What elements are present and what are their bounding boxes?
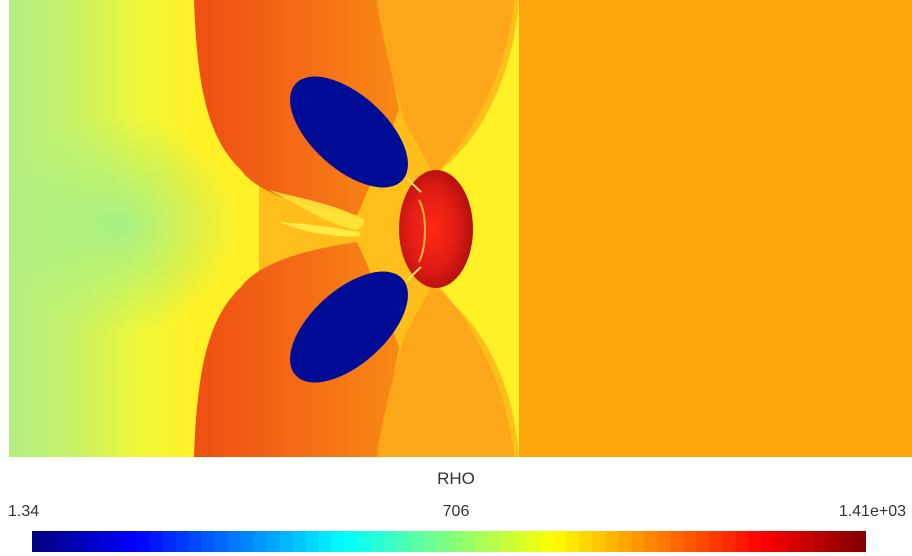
colorbar-swatch — [162, 531, 176, 552]
colorbar-swatch — [422, 531, 437, 552]
colorbar-swatch — [240, 531, 255, 552]
colorbar-swatch — [462, 531, 476, 552]
colorbar-swatch — [110, 531, 124, 552]
colorbar-swatch — [318, 531, 333, 552]
colorbar-swatch — [683, 531, 698, 552]
colorbar-swatch — [71, 531, 85, 552]
colorbar-swatch — [449, 531, 463, 552]
colorbar-swatch — [501, 531, 515, 552]
colorbar-swatch — [826, 531, 841, 552]
colorbar-swatch — [357, 531, 372, 552]
colorbar-swatch — [852, 531, 866, 552]
colorbar-swatch — [253, 531, 268, 552]
colorbar-swatch — [292, 531, 307, 552]
colorbar — [32, 531, 866, 552]
colorbar-swatch — [149, 531, 163, 552]
jet-tip — [269, 190, 365, 230]
colorbar-swatch — [709, 531, 724, 552]
colorbar-swatch — [396, 531, 411, 552]
colorbar-min-label: 1.34 — [8, 503, 40, 520]
colorbar-swatch — [631, 531, 646, 552]
colorbar-swatch — [748, 531, 763, 552]
colorbar-swatch — [800, 531, 815, 552]
colorbar-swatch — [227, 531, 242, 552]
lower-droplet-lobe — [290, 271, 408, 383]
colorbar-swatch — [266, 531, 281, 552]
colorbar-swatch — [370, 531, 385, 552]
colorbar-swatch — [201, 531, 216, 552]
colorbar-swatch — [32, 531, 46, 552]
colorbar-swatch — [123, 531, 137, 552]
colorbar-swatch — [774, 531, 789, 552]
colorbar-swatch — [383, 531, 398, 552]
colorbar-swatch — [540, 531, 554, 552]
colorbar-swatch — [553, 531, 567, 552]
colorbar-swatch — [722, 531, 737, 552]
colorbar-swatch — [566, 531, 580, 552]
colorbar-swatch — [644, 531, 659, 552]
colorbar-swatch — [839, 531, 854, 552]
colorbar-swatch — [435, 531, 450, 552]
density-field-plot — [9, 0, 912, 457]
colorbar-swatch — [475, 531, 489, 552]
colorbar-swatch — [136, 531, 150, 552]
colorbar-swatch — [592, 531, 606, 552]
colorbar-swatch — [188, 531, 203, 552]
colorbar-swatch — [514, 531, 528, 552]
colorbar-swatch — [305, 531, 320, 552]
colorbar-swatch — [579, 531, 593, 552]
colorbar-swatch — [45, 531, 59, 552]
colorbar-swatch — [735, 531, 750, 552]
colorbar-swatch — [409, 531, 424, 552]
droplet-core — [399, 170, 473, 288]
colorbar-swatch — [605, 531, 620, 552]
colorbar-swatch — [618, 531, 633, 552]
colorbar-swatch — [58, 531, 72, 552]
colorbar-swatch — [761, 531, 776, 552]
colorbar-swatch — [488, 531, 502, 552]
colorbar-swatch — [84, 531, 98, 552]
colorbar-swatch — [175, 531, 189, 552]
colorbar-swatch — [657, 531, 672, 552]
colorbar-swatch — [97, 531, 111, 552]
colorbar-mid-label: 706 — [442, 503, 470, 520]
upper-droplet-lobe — [290, 76, 408, 188]
colorbar-swatch — [344, 531, 359, 552]
colorbar-swatch — [214, 531, 229, 552]
colorbar-max-label: 1.41e+03 — [838, 503, 906, 520]
colorbar-swatch — [527, 531, 541, 552]
colorbar-title: RHO — [437, 469, 475, 488]
colorbar-swatch — [279, 531, 294, 552]
colorbar-swatch — [787, 531, 802, 552]
colorbar-swatch — [696, 531, 711, 552]
colorbar-swatch — [331, 531, 346, 552]
colorbar-swatch — [670, 531, 685, 552]
colorbar-swatch — [813, 531, 828, 552]
